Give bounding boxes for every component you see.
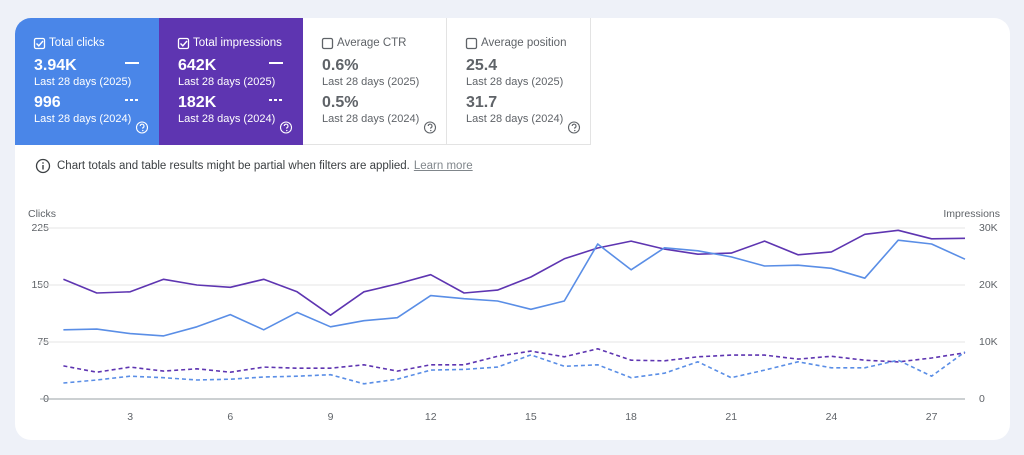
metric-current: 0.6% (322, 57, 359, 74)
checkbox (177, 37, 190, 50)
line-current (63, 229, 966, 316)
metric-current-period: Last 28 days (2025) (466, 76, 564, 88)
info-icon (35, 158, 51, 174)
help-dot (286, 129, 288, 132)
checkbox (465, 37, 478, 50)
metric-previous-period: Last 28 days (2024) (178, 113, 276, 125)
metric-current-period: Last 28 days (2025) (178, 76, 276, 88)
card-icons (465, 37, 581, 134)
help-icon (135, 121, 149, 134)
notice: Chart totals and table results might be … (35, 158, 473, 174)
card-icons (321, 37, 437, 134)
line-current (63, 239, 966, 337)
metric-card[interactable]: Total impressions 642K Last 28 days (2025)… (159, 18, 303, 145)
metric-label: Total impressions (193, 37, 282, 49)
metric-label: Total clicks (49, 37, 105, 49)
y2-tick-label: 30K (979, 222, 998, 234)
checkmark (180, 40, 188, 47)
metric-previous-period: Last 28 days (2024) (466, 113, 564, 125)
x-tick-label: 9 (328, 411, 334, 423)
x-tick-label: 15 (525, 411, 537, 423)
y-axis-title: Clicks (28, 208, 56, 220)
x-tick-label: 12 (425, 411, 437, 423)
x-tick-label: 21 (725, 411, 737, 423)
notice-text: Chart totals and table results might be … (57, 160, 410, 173)
y2-tick-label: 10K (979, 336, 998, 348)
metric-current: 25.4 (466, 57, 498, 74)
metric-previous: 996 (34, 94, 61, 111)
help-mark (283, 123, 289, 129)
line-previous (63, 351, 966, 385)
metric-current-period: Last 28 days (2025) (34, 76, 132, 88)
help-dot (430, 129, 432, 132)
metric-previous-period: Last 28 days (2024) (322, 113, 420, 125)
learn-more-link[interactable]: Learn more (413, 160, 473, 173)
metric-label: Average position (481, 37, 567, 49)
help-icon (567, 121, 581, 134)
metric-card[interactable]: Average position 25.4 Last 28 days (2025) 3… (447, 18, 591, 145)
help-mark (571, 123, 577, 129)
metric-label: Average CTR (337, 37, 407, 49)
y2-tick-label: 0 (979, 393, 985, 405)
metric-current-period: Last 28 days (2025) (322, 76, 420, 88)
help-dot (142, 129, 144, 132)
help-mark (139, 123, 145, 129)
y2-tick-label: 20K (979, 279, 998, 291)
x-tick-label: 18 (625, 411, 637, 423)
metric-previous-period: Last 28 days (2024) (34, 113, 132, 125)
card-icons (177, 37, 293, 134)
help-mark (427, 123, 433, 129)
x-tick-label: 24 (826, 411, 838, 423)
checkbox (33, 37, 46, 50)
x-tick-label: 6 (227, 411, 233, 423)
help-icon (423, 121, 437, 134)
checkbox (321, 37, 334, 50)
y2-axis-title: Impressions (943, 208, 1000, 220)
metric-current: 3.94K (34, 57, 77, 74)
metric-card[interactable]: Total clicks 3.94K Last 28 days (2025) 996 L… (15, 18, 159, 145)
metric-previous: 182K (178, 94, 217, 111)
performance-panel: Total clicks 3.94K Last 28 days (2025) 996 L… (15, 18, 1010, 440)
help-dot (574, 129, 576, 132)
checkmark (36, 40, 44, 47)
metric-current: 642K (178, 57, 217, 74)
x-tick-label: 27 (926, 411, 938, 423)
metric-previous: 31.7 (466, 94, 498, 111)
metric-card[interactable]: Average CTR 0.6% Last 28 days (2025) 0.5% La… (303, 18, 447, 145)
x-tick-label: 3 (127, 411, 133, 423)
line-previous (63, 348, 966, 373)
metric-previous: 0.5% (322, 94, 359, 111)
help-icon (279, 121, 293, 134)
card-icons (33, 37, 149, 134)
